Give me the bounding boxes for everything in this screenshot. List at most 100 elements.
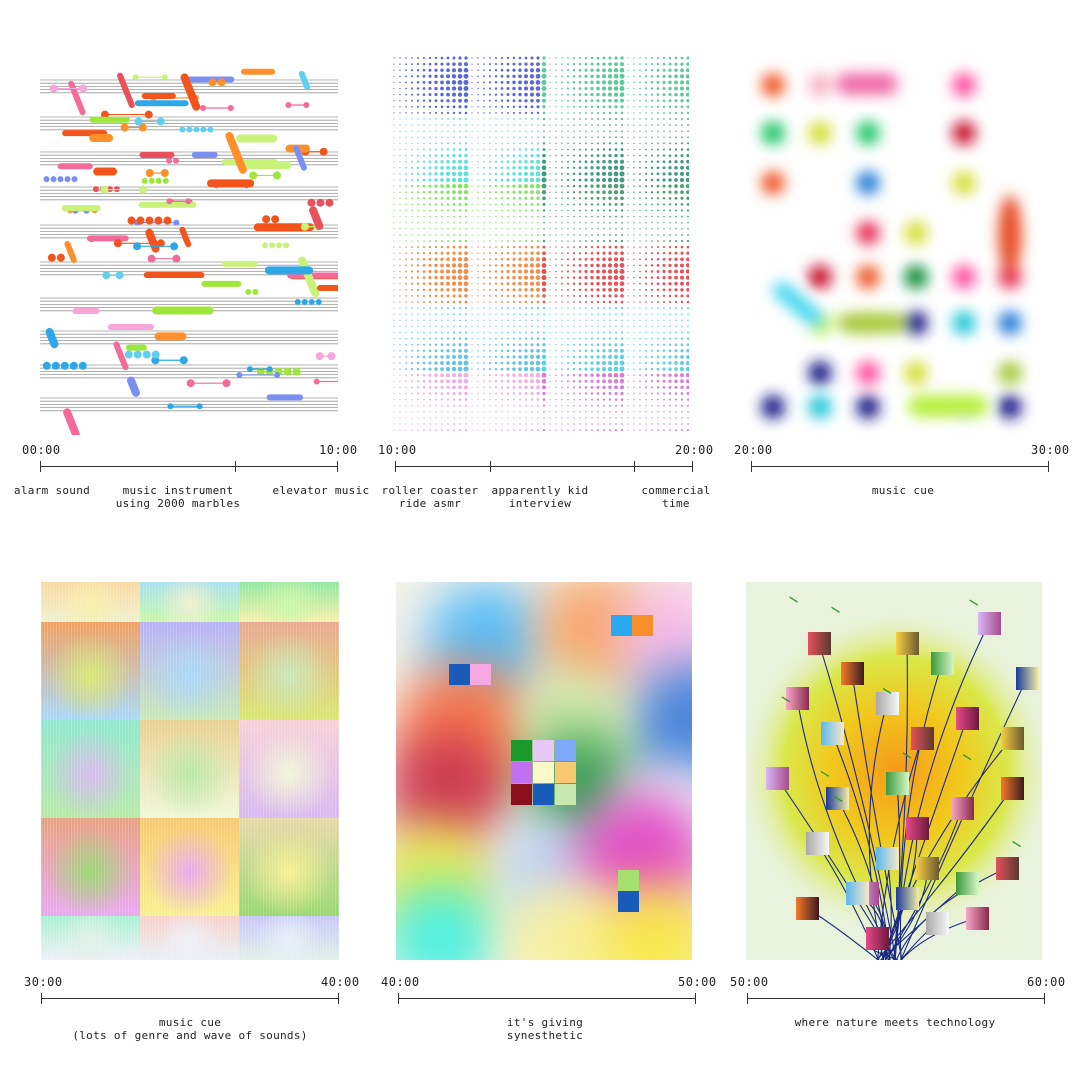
grid-dot <box>417 203 419 206</box>
marble <box>100 185 109 194</box>
grid-dot <box>523 275 529 280</box>
grid-dot <box>579 307 581 309</box>
grid-dot <box>602 56 606 60</box>
grid-dot <box>609 228 611 230</box>
grid-dot <box>452 239 456 243</box>
timeline-2-start: 10:00 <box>378 443 417 457</box>
grid-dot <box>446 68 450 73</box>
grid-dot <box>590 203 594 206</box>
grid-dot <box>500 154 504 157</box>
grid-dot <box>549 179 551 181</box>
grid-dot <box>651 105 653 108</box>
grid-dot <box>531 423 533 425</box>
grid-dot <box>579 142 581 145</box>
grid-dot <box>633 423 635 425</box>
grid-dot <box>645 130 647 132</box>
grid-dot <box>411 99 413 102</box>
grid-dot <box>561 374 563 377</box>
grid-dot <box>686 142 689 145</box>
grid-dot <box>596 251 600 255</box>
grid-dot <box>494 166 498 169</box>
grid-dot <box>494 349 498 352</box>
grid-dot <box>615 325 617 328</box>
grid-dot <box>488 264 492 267</box>
grid-dot <box>417 222 419 224</box>
grid-dot <box>608 307 612 310</box>
grid-dot <box>422 172 426 176</box>
grid-dot <box>542 429 546 432</box>
grid-dot <box>471 338 473 340</box>
grid-dot <box>657 130 659 132</box>
grid-dot <box>674 385 678 389</box>
grid-dot <box>596 92 600 97</box>
grid-dot <box>686 300 689 304</box>
grid-dot <box>578 379 582 383</box>
grid-dot <box>489 429 491 431</box>
grid-dot <box>441 124 443 126</box>
grid-dot <box>543 227 545 230</box>
grid-dot <box>519 124 521 126</box>
grid-dot <box>483 258 485 261</box>
grid-dot <box>584 343 588 346</box>
grid-dot <box>602 379 606 384</box>
grid-dot <box>578 252 582 255</box>
grid-dot <box>434 269 438 274</box>
grid-dot <box>422 105 426 108</box>
grid-dot <box>501 228 503 230</box>
grid-dot <box>507 209 509 212</box>
grid-dot <box>458 245 462 249</box>
grid-dot <box>513 417 515 419</box>
grid-dot <box>542 404 546 407</box>
grid-dot <box>645 142 647 145</box>
timeline-4-start: 30:00 <box>24 975 63 989</box>
marble <box>173 157 180 164</box>
grid-dot <box>457 177 463 183</box>
grid-dot <box>566 355 570 358</box>
grid-dot <box>399 130 401 132</box>
grid-dot <box>446 62 450 66</box>
grid-dot <box>663 228 665 230</box>
grid-dot <box>483 99 485 102</box>
color-square <box>555 740 576 761</box>
grid-dot <box>440 68 444 72</box>
grid-dot <box>651 392 653 395</box>
grid-dot <box>518 190 522 194</box>
grid-dot <box>446 392 450 395</box>
grid-dot <box>627 362 629 364</box>
grid-dot <box>541 67 547 73</box>
grid-dot <box>446 251 450 255</box>
grid-dot <box>579 301 581 303</box>
grid-dot <box>680 239 684 243</box>
grid-dot <box>620 337 624 340</box>
grid-dot <box>531 319 533 322</box>
grid-dot <box>620 391 624 396</box>
grid-dot <box>471 228 473 230</box>
grid-dot <box>524 165 528 170</box>
grid-dot <box>645 240 647 242</box>
grid-dot <box>393 411 395 413</box>
grid-dot <box>578 294 582 297</box>
grid-dot <box>584 190 588 194</box>
grid-dot <box>633 167 635 169</box>
grid-dot <box>536 209 540 212</box>
grid-dot <box>639 222 641 224</box>
gradient-square <box>821 722 844 745</box>
grid-dot <box>410 355 414 358</box>
grid-dot <box>440 166 444 170</box>
grid-dot <box>464 117 468 121</box>
grid-dot <box>518 300 522 304</box>
grid-dot <box>639 160 641 163</box>
grid-dot <box>500 264 504 267</box>
grid-dot <box>555 191 557 193</box>
grid-dot <box>686 105 689 109</box>
grid-dot <box>541 165 547 171</box>
grid-dot <box>524 86 528 91</box>
grid-dot <box>489 124 491 126</box>
grid-dot <box>572 184 576 188</box>
grid-dot <box>423 222 425 224</box>
grid-dot <box>645 337 647 340</box>
grid-dot <box>501 411 503 413</box>
grid-dot <box>477 106 479 108</box>
grid-dot <box>555 307 557 309</box>
grid-dot <box>458 337 462 340</box>
